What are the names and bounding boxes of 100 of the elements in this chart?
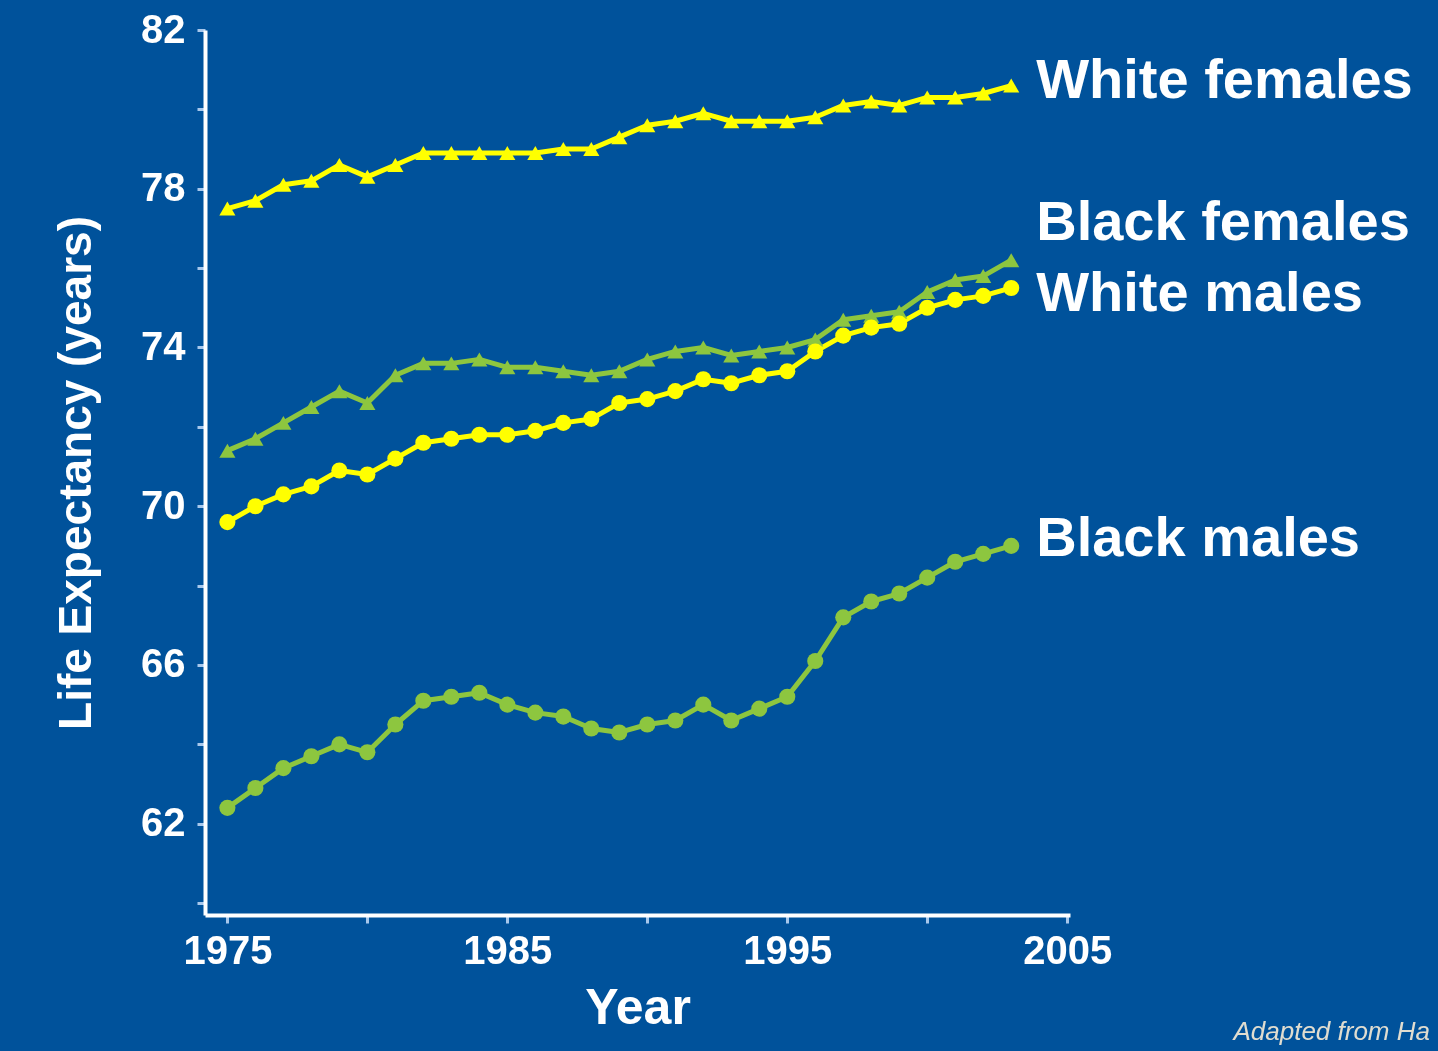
point [527,146,544,161]
point [247,431,264,446]
point [359,396,376,411]
x-tick-label: 2005 [1023,927,1113,972]
y-tick-label: 82 [141,6,186,51]
point [219,514,236,531]
point [415,692,432,709]
point [1003,78,1020,93]
point [219,201,236,216]
point [975,545,992,562]
point [499,426,516,443]
point [779,114,796,129]
point [891,585,908,602]
point [247,779,264,797]
point [779,688,796,705]
point [947,90,964,105]
x-tick-label: 1985 [463,927,553,972]
point [723,375,740,392]
point [359,744,376,761]
text: Adapted from Ha [1233,1016,1430,1047]
point [415,356,432,371]
point [723,348,740,363]
point [835,609,852,626]
point [863,319,880,336]
point [275,760,292,777]
point [303,748,320,765]
point [275,177,292,192]
point [639,352,656,367]
point [359,466,376,483]
point [555,708,572,725]
point [667,114,684,129]
point [471,684,488,701]
point [919,299,936,316]
point [471,352,488,367]
y-tick-label: 62 [141,800,186,845]
point [443,688,460,705]
point [947,553,964,570]
point [387,716,404,733]
point [891,98,908,113]
point [1003,279,1020,297]
point [919,284,936,299]
point [751,114,768,129]
point [639,118,656,133]
point [555,414,572,431]
point [919,569,936,586]
point [639,391,656,408]
point [807,652,824,670]
point [611,364,628,379]
point [303,478,320,495]
point [1003,537,1020,554]
point [415,434,432,451]
x-tick-label: 1975 [183,927,273,972]
point [975,86,992,101]
point [527,704,544,721]
point [779,340,796,355]
series-label: Black males [1036,504,1360,568]
point [891,315,908,332]
point [947,273,964,287]
point [583,720,600,737]
point [611,395,628,412]
point [443,146,460,161]
point [499,696,516,713]
point [667,344,684,359]
point [471,426,488,443]
y-tick-label: 78 [141,165,186,210]
y-tick-label: 70 [141,482,186,527]
point [835,312,852,327]
point [639,716,656,733]
point [303,400,320,414]
y-tick-label: 66 [141,641,186,686]
point [331,736,348,753]
point [359,169,376,184]
point [583,368,600,383]
point [443,356,460,371]
point [835,98,852,113]
point [387,157,404,172]
point [275,486,292,503]
point [443,430,460,447]
point [247,193,264,208]
point [555,142,572,157]
point [1003,253,1020,268]
point [331,157,348,172]
point [947,291,964,308]
point [331,462,348,479]
point [611,130,628,145]
point [471,146,488,161]
point [611,724,628,741]
point [695,696,712,713]
point [751,700,768,717]
point [695,340,712,355]
point [527,360,544,375]
point [863,94,880,109]
point [415,146,432,161]
point [751,344,768,359]
point [667,383,684,400]
point [807,343,824,360]
point [527,422,544,439]
point [835,327,852,344]
point [387,450,404,467]
point [779,363,796,380]
